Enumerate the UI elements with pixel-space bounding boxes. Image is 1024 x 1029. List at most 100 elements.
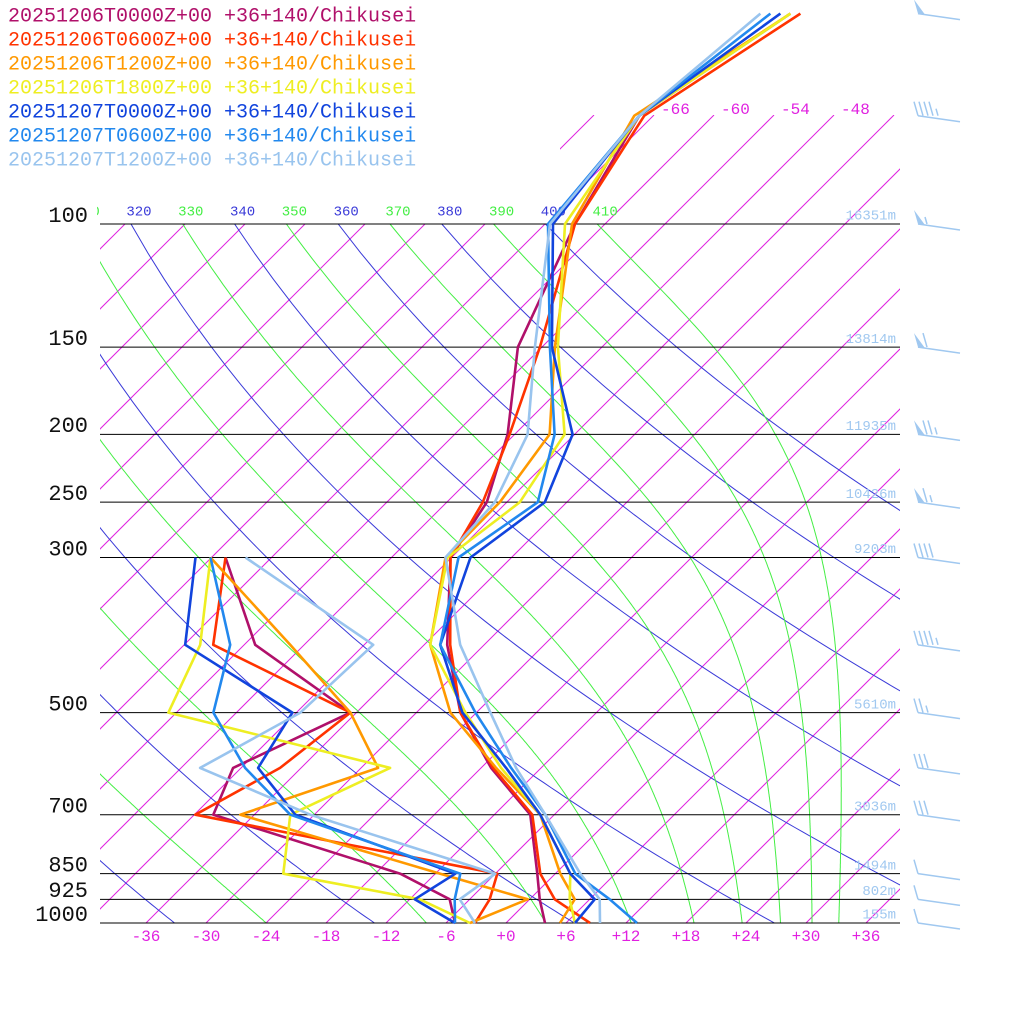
- adiabat-label: 330: [178, 205, 203, 221]
- top-tick-label: -54: [781, 101, 810, 119]
- top-tick-label: -48: [841, 101, 870, 119]
- axes: -36 -30 -24 -18 -12 -6 +0 +6 +12 +18 +24 +30 +36 -66 -…: [35, 101, 900, 946]
- y-tick-label: 250: [48, 482, 88, 507]
- isotherm: [100, 115, 895, 923]
- barb-full: [928, 630, 934, 646]
- barb-half: [924, 216, 928, 225]
- isotherm: [445, 115, 900, 923]
- barb-full: [918, 800, 924, 815]
- height-label: 10426m: [846, 487, 896, 503]
- x-tick-label: +12: [612, 928, 641, 946]
- dewpoint-line: [198, 556, 497, 924]
- dewpoint-line: [183, 557, 457, 925]
- isotherm: [325, 115, 900, 923]
- barb-full: [927, 420, 933, 435]
- legend-entry: 20251207T0600Z+00 +36+140/Chikusei: [8, 125, 416, 148]
- temperature-line: [438, 12, 782, 924]
- isotherm: [100, 115, 415, 923]
- legend-entry: 20251206T1200Z+00 +36+140/Chikusei: [8, 53, 416, 76]
- barb-full: [922, 332, 928, 348]
- isotherm: [625, 115, 900, 923]
- dewpoint-line: [167, 557, 471, 925]
- x-tick-label: -6: [436, 928, 455, 946]
- adiabat-label: 410: [593, 205, 618, 221]
- adiabat-label: 340: [230, 205, 255, 221]
- barb-half: [935, 637, 939, 646]
- legend: 20251206T0000Z+00 +36+140/Chikusei202512…: [8, 5, 416, 172]
- dewpoint-line: [209, 557, 462, 924]
- isotherm: [685, 115, 900, 923]
- isotherm: [100, 115, 295, 923]
- top-tick-label: -60: [721, 101, 750, 119]
- barb-full: [918, 101, 924, 116]
- isotherm: [100, 115, 535, 923]
- barb-shaft: [917, 898, 961, 907]
- barb-full: [913, 543, 919, 558]
- barb-full: [918, 753, 924, 769]
- x-tick-label: -36: [132, 928, 161, 946]
- height-label: 5610m: [854, 697, 896, 713]
- barb-full: [922, 487, 928, 503]
- x-tick-label: -30: [192, 928, 221, 946]
- height-label: 1494m: [854, 858, 896, 874]
- barb-full: [913, 698, 919, 713]
- height-label: 3036m: [854, 799, 896, 815]
- barb-full: [913, 885, 919, 900]
- barb-pennant: [914, 488, 925, 504]
- x-tick-label: -24: [252, 928, 281, 946]
- barb-shaft: [917, 556, 961, 565]
- x-tick-label: +6: [556, 928, 575, 946]
- temperature-line: [444, 12, 762, 924]
- barb-full: [923, 630, 929, 646]
- isotherm: [265, 115, 900, 923]
- y-tick-label: 200: [48, 414, 88, 439]
- barb-full: [913, 101, 919, 116]
- isotherm: [100, 115, 595, 923]
- legend-entry: 20251207T0000Z+00 +36+140/Chikusei: [8, 101, 416, 124]
- x-tick-label: +18: [672, 928, 701, 946]
- barb-half: [925, 705, 929, 713]
- barb-shaft: [917, 767, 961, 775]
- legend-entry: 20251206T1800Z+00 +36+140/Chikusei: [8, 77, 416, 100]
- isotherm: [505, 115, 900, 923]
- y-tick-label: 300: [48, 537, 88, 562]
- barb-full: [913, 753, 919, 769]
- height-label: 16351m: [846, 209, 896, 225]
- barb-full: [913, 859, 919, 874]
- x-tick-label: -12: [372, 928, 401, 946]
- adiabat-label: 360: [334, 205, 359, 221]
- barb-full: [928, 101, 934, 116]
- x-tick-label: +0: [496, 928, 515, 946]
- barb-full: [918, 543, 924, 558]
- height-label: 155m: [862, 908, 896, 924]
- isotherm: [565, 115, 900, 923]
- barb-shaft: [917, 813, 961, 822]
- height-label: 9203m: [854, 542, 896, 558]
- barb-full: [913, 630, 919, 646]
- isotherm: [205, 115, 900, 923]
- adiabat-label: 350: [282, 205, 307, 221]
- x-tick-label: +24: [732, 928, 761, 946]
- barb-full: [922, 420, 928, 435]
- barb-half: [935, 108, 939, 116]
- barb-shaft: [917, 711, 961, 720]
- barb-half: [929, 494, 933, 503]
- legend-entry: 20251206T0600Z+00 +36+140/Chikusei: [8, 29, 416, 52]
- y-tick-label: 150: [48, 327, 88, 352]
- adiabat-label: 380: [437, 205, 462, 221]
- barb-full: [923, 543, 929, 558]
- barb-full: [918, 630, 924, 646]
- y-tick-label: 500: [48, 692, 88, 717]
- barb-pennant: [914, 333, 925, 349]
- isotherm: [100, 115, 355, 923]
- legend-entry: 20251207T1200Z+00 +36+140/Chikusei: [8, 149, 416, 172]
- dewpoint-line: [212, 557, 457, 924]
- y-tick-label: 1000: [35, 903, 88, 928]
- barb-full: [923, 101, 929, 116]
- height-label: 11935m: [846, 419, 896, 435]
- isotherm: [100, 115, 835, 923]
- barb-full: [928, 543, 934, 558]
